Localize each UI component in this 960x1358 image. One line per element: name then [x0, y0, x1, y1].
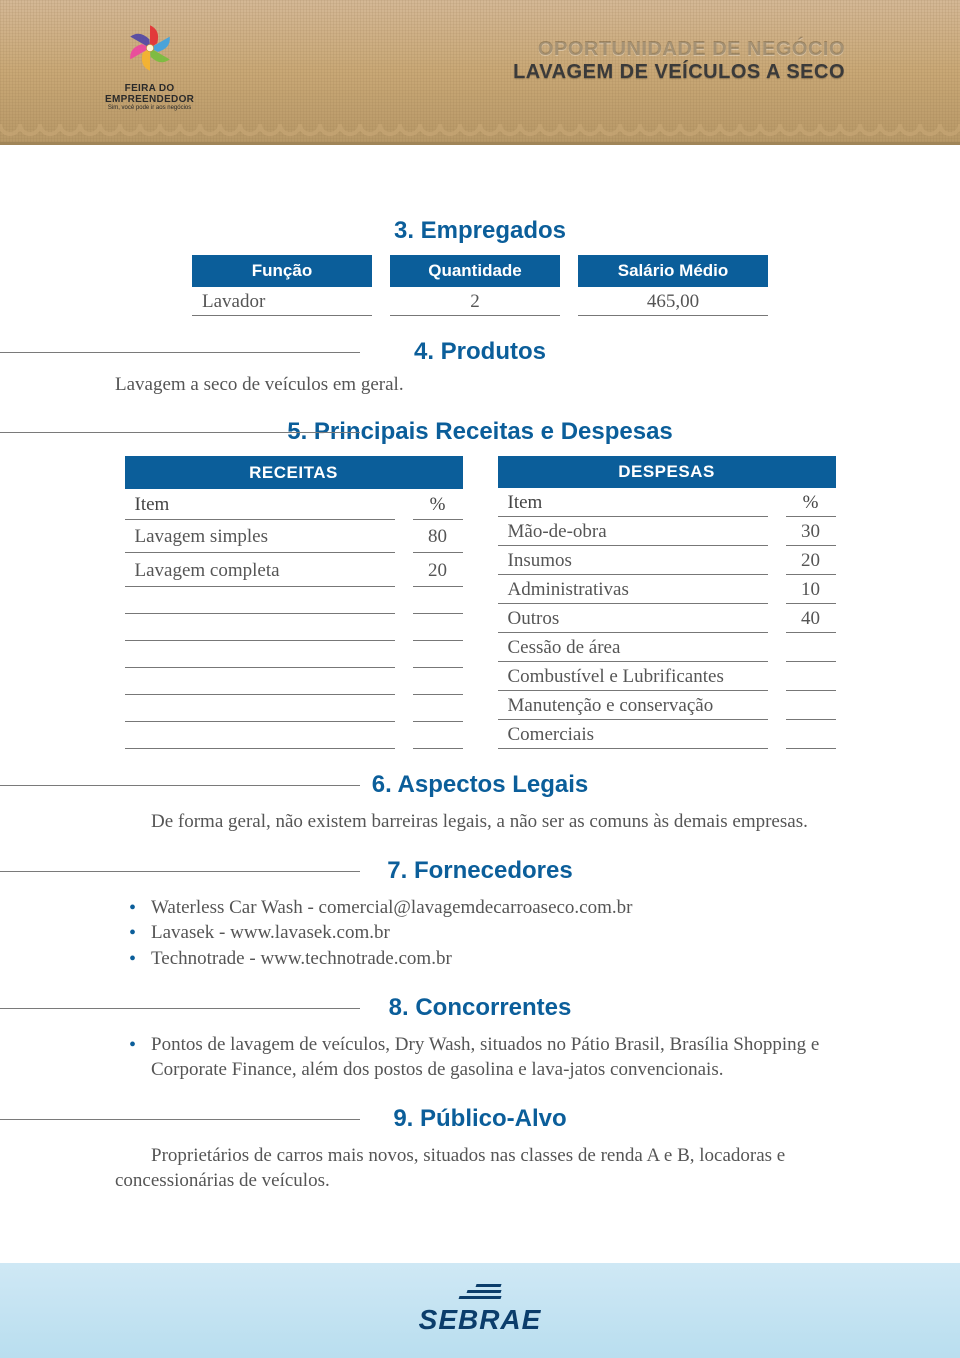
- cell-item: Combustível e Lubrificantes: [498, 662, 768, 691]
- table-row: Manutenção e conservação: [498, 691, 836, 720]
- despesas-title: DESPESAS: [498, 456, 836, 488]
- list-item: Lavasek - www.lavasek.com.br: [115, 920, 845, 946]
- header-titles: OPORTUNIDADE DE NEGÓCIO LAVAGEM DE VEÍCU…: [513, 38, 845, 84]
- section-title-concorrentes: 8. Concorrentes: [115, 994, 845, 1022]
- th-item: Item: [498, 488, 768, 517]
- page-content: 3. Empregados Função Quantidade Salário …: [0, 145, 960, 1194]
- cell-item: Cessão de área: [498, 633, 768, 662]
- section-title-receitas-despesas: 5. Principais Receitas e Despesas: [115, 418, 845, 446]
- list-item: Technotrade - www.technotrade.com.br: [115, 946, 845, 972]
- cell-item: Comerciais: [498, 720, 768, 749]
- logo-sub: Sim, você pode ir aos negócios: [105, 105, 194, 111]
- cell-pct: [786, 720, 836, 749]
- empregados-table: Função Quantidade Salário Médio Lavador …: [192, 255, 768, 316]
- table-row: Lavador 2 465,00: [192, 287, 768, 316]
- cell-pct: [786, 662, 836, 691]
- publico-text: Proprietários de carros mais novos, situ…: [115, 1143, 845, 1194]
- despesas-table: DESPESAS Item % Mão-de-obra30Insumos20Ad…: [498, 456, 836, 749]
- table-row: Combustível e Lubrificantes: [498, 662, 836, 691]
- table-row: Mão-de-obra 30: [498, 517, 836, 546]
- table-row: Insumos 20: [498, 546, 836, 575]
- table-row: Outros 40: [498, 604, 836, 633]
- sebrae-logo: SEBRAE: [419, 1286, 542, 1336]
- page-footer: SEBRAE: [0, 1263, 960, 1358]
- th-funcao: Função: [192, 255, 372, 287]
- cell-pct: [786, 633, 836, 662]
- cell-item: Manutenção e conservação: [498, 691, 768, 720]
- cell-item: Administrativas: [498, 575, 768, 604]
- th-qtd: Quantidade: [390, 255, 560, 287]
- sebrae-bars-icon: [459, 1284, 501, 1300]
- th-pct: %: [413, 489, 463, 519]
- sebrae-text: SEBRAE: [419, 1304, 542, 1335]
- fornecedores-list: Waterless Car Wash - comercial@lavagemde…: [115, 895, 845, 972]
- logo-line1: FEIRA DO: [105, 84, 194, 95]
- aspectos-text: De forma geral, não existem barreiras le…: [115, 809, 845, 835]
- cell-funcao: Lavador: [192, 287, 372, 316]
- produtos-text: Lavagem a seco de veículos em geral.: [115, 374, 845, 396]
- despesas-body: Mão-de-obra30Insumos20Administrativas10O…: [498, 517, 836, 749]
- cell-item: Mão-de-obra: [498, 517, 768, 546]
- section-title-produtos: 4. Produtos: [115, 338, 845, 366]
- cell-pct: [786, 691, 836, 720]
- section-title-publico: 9. Público-Alvo: [115, 1105, 845, 1133]
- page-header: FEIRA DO EMPREENDEDOR Sim, você pode ir …: [0, 0, 960, 145]
- rec-desp-wrap: RECEITAS Item % Lavagem simples80Lavagem…: [115, 456, 845, 749]
- pinwheel-icon: [120, 18, 180, 78]
- table-row: Administrativas 10: [498, 575, 836, 604]
- table-row: Cessão de área: [498, 633, 836, 662]
- section-title-aspectos: 6. Aspectos Legais: [115, 771, 845, 799]
- concorrentes-list: Pontos de lavagem de veículos, Dry Wash,…: [115, 1032, 845, 1083]
- th-item: Item: [125, 489, 395, 519]
- table-row: Lavagem simples 80: [125, 519, 463, 553]
- cell-pct: 20: [786, 546, 836, 575]
- receitas-body: Lavagem simples 80 Lavagem completa 20: [125, 519, 463, 748]
- cell-item: Outros: [498, 604, 768, 633]
- cell-item: Lavagem simples: [125, 519, 395, 553]
- receitas-table: RECEITAS Item % Lavagem simples80Lavagem…: [125, 456, 463, 749]
- header-title: LAVAGEM DE VEÍCULOS A SECO: [513, 61, 845, 84]
- cell-pct: 30: [786, 517, 836, 546]
- section-title-fornecedores: 7. Fornecedores: [115, 857, 845, 885]
- logo-text: FEIRA DO EMPREENDEDOR Sim, você pode ir …: [105, 84, 194, 111]
- receitas-title: RECEITAS: [125, 456, 463, 489]
- cell-item: Lavagem completa: [125, 553, 395, 587]
- cell-pct: 40: [786, 604, 836, 633]
- cell-qtd: 2: [390, 287, 560, 316]
- list-item: Waterless Car Wash - comercial@lavagemde…: [115, 895, 845, 921]
- th-pct: %: [786, 488, 836, 517]
- table-row: Comerciais: [498, 720, 836, 749]
- cell-salario: 465,00: [578, 287, 768, 316]
- table-row: Lavagem completa 20: [125, 553, 463, 587]
- th-salario: Salário Médio: [578, 255, 768, 287]
- header-scallop: [0, 124, 960, 144]
- section-title-empregados: 3. Empregados: [115, 217, 845, 245]
- event-logo: FEIRA DO EMPREENDEDOR Sim, você pode ir …: [105, 18, 194, 111]
- cell-pct: 10: [786, 575, 836, 604]
- cell-pct: 80: [413, 519, 463, 553]
- cell-pct: 20: [413, 553, 463, 587]
- list-item: Pontos de lavagem de veículos, Dry Wash,…: [115, 1032, 845, 1083]
- logo-line2: EMPREENDEDOR: [105, 95, 194, 106]
- cell-item: Insumos: [498, 546, 768, 575]
- header-overline: OPORTUNIDADE DE NEGÓCIO: [513, 38, 845, 61]
